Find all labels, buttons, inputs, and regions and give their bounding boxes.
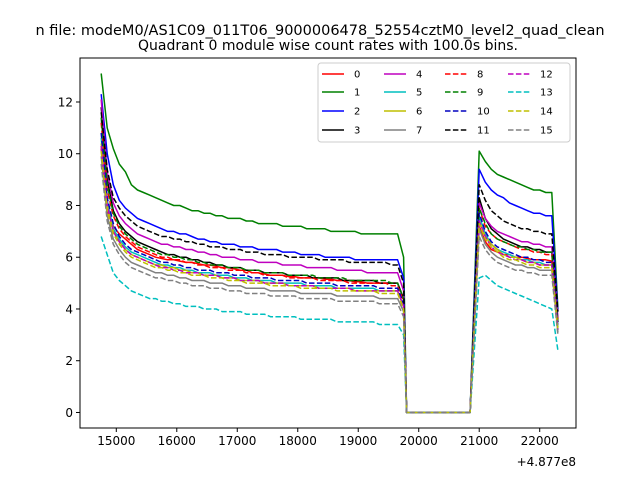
x-tick-label: 21000 [460, 434, 498, 448]
series-layer [100, 73, 559, 414]
legend-label-5: 5 [416, 88, 422, 99]
series-line-9 [100, 117, 559, 414]
x-tick-label: 18000 [279, 434, 317, 448]
y-axis: 0 2 4 6 8 10 12 [58, 95, 80, 420]
legend-label-4: 4 [416, 70, 422, 81]
x-tick-label: 19000 [339, 434, 377, 448]
axes-frame [79, 57, 577, 429]
y-tick-label: 6 [65, 251, 73, 265]
legend-label-10: 10 [477, 107, 490, 118]
series-line-2 [100, 94, 559, 414]
series-line-15 [100, 164, 559, 414]
series-line-14 [100, 151, 559, 414]
y-tick-label: 2 [65, 354, 73, 368]
x-tick-label: 17000 [218, 434, 256, 448]
legend-label-9: 9 [477, 88, 483, 99]
series-line-12 [100, 145, 559, 414]
legend-label-11: 11 [477, 126, 490, 137]
y-tick-label: 4 [65, 302, 73, 316]
legend-frame [317, 62, 571, 143]
x-tick-label: 16000 [158, 434, 196, 448]
legend-label-15: 15 [540, 126, 553, 137]
y-tick-label: 8 [65, 199, 73, 213]
y-tick-label: 0 [65, 406, 73, 420]
x-axis: 15000 16000 17000 18000 19000 20000 21000 22000 [97, 428, 559, 448]
axes-title: Quadrant 0 module wise count rates with … [138, 38, 518, 54]
legend-label-1: 1 [354, 88, 360, 99]
series-line-1 [100, 73, 559, 414]
legend-label-7: 7 [416, 126, 422, 137]
series-line-10 [100, 132, 559, 414]
series-line-11 [100, 112, 559, 414]
x-tick-label: 15000 [97, 434, 135, 448]
legend-label-2: 2 [354, 107, 360, 118]
legend-label-13: 13 [540, 88, 553, 99]
legend-label-0: 0 [354, 70, 360, 81]
legend-label-14: 14 [540, 107, 553, 118]
x-tick-label: 22000 [521, 434, 559, 448]
figure-suptitle: n file: modeM0/AS1C09_011T06_9000006478_… [35, 23, 604, 39]
y-tick-label: 10 [58, 147, 73, 161]
x-tick-label: 20000 [400, 434, 438, 448]
legend-label-3: 3 [354, 126, 360, 137]
legend-label-12: 12 [540, 70, 553, 81]
x-offset-text: +4.877e8 [517, 455, 576, 469]
legend-label-8: 8 [477, 70, 483, 81]
series-line-4 [100, 99, 559, 414]
series-line-7 [100, 156, 559, 414]
y-tick-label: 12 [58, 95, 73, 109]
series-line-13 [100, 236, 559, 414]
series-line-8 [100, 122, 559, 414]
legend-label-6: 6 [416, 107, 422, 118]
